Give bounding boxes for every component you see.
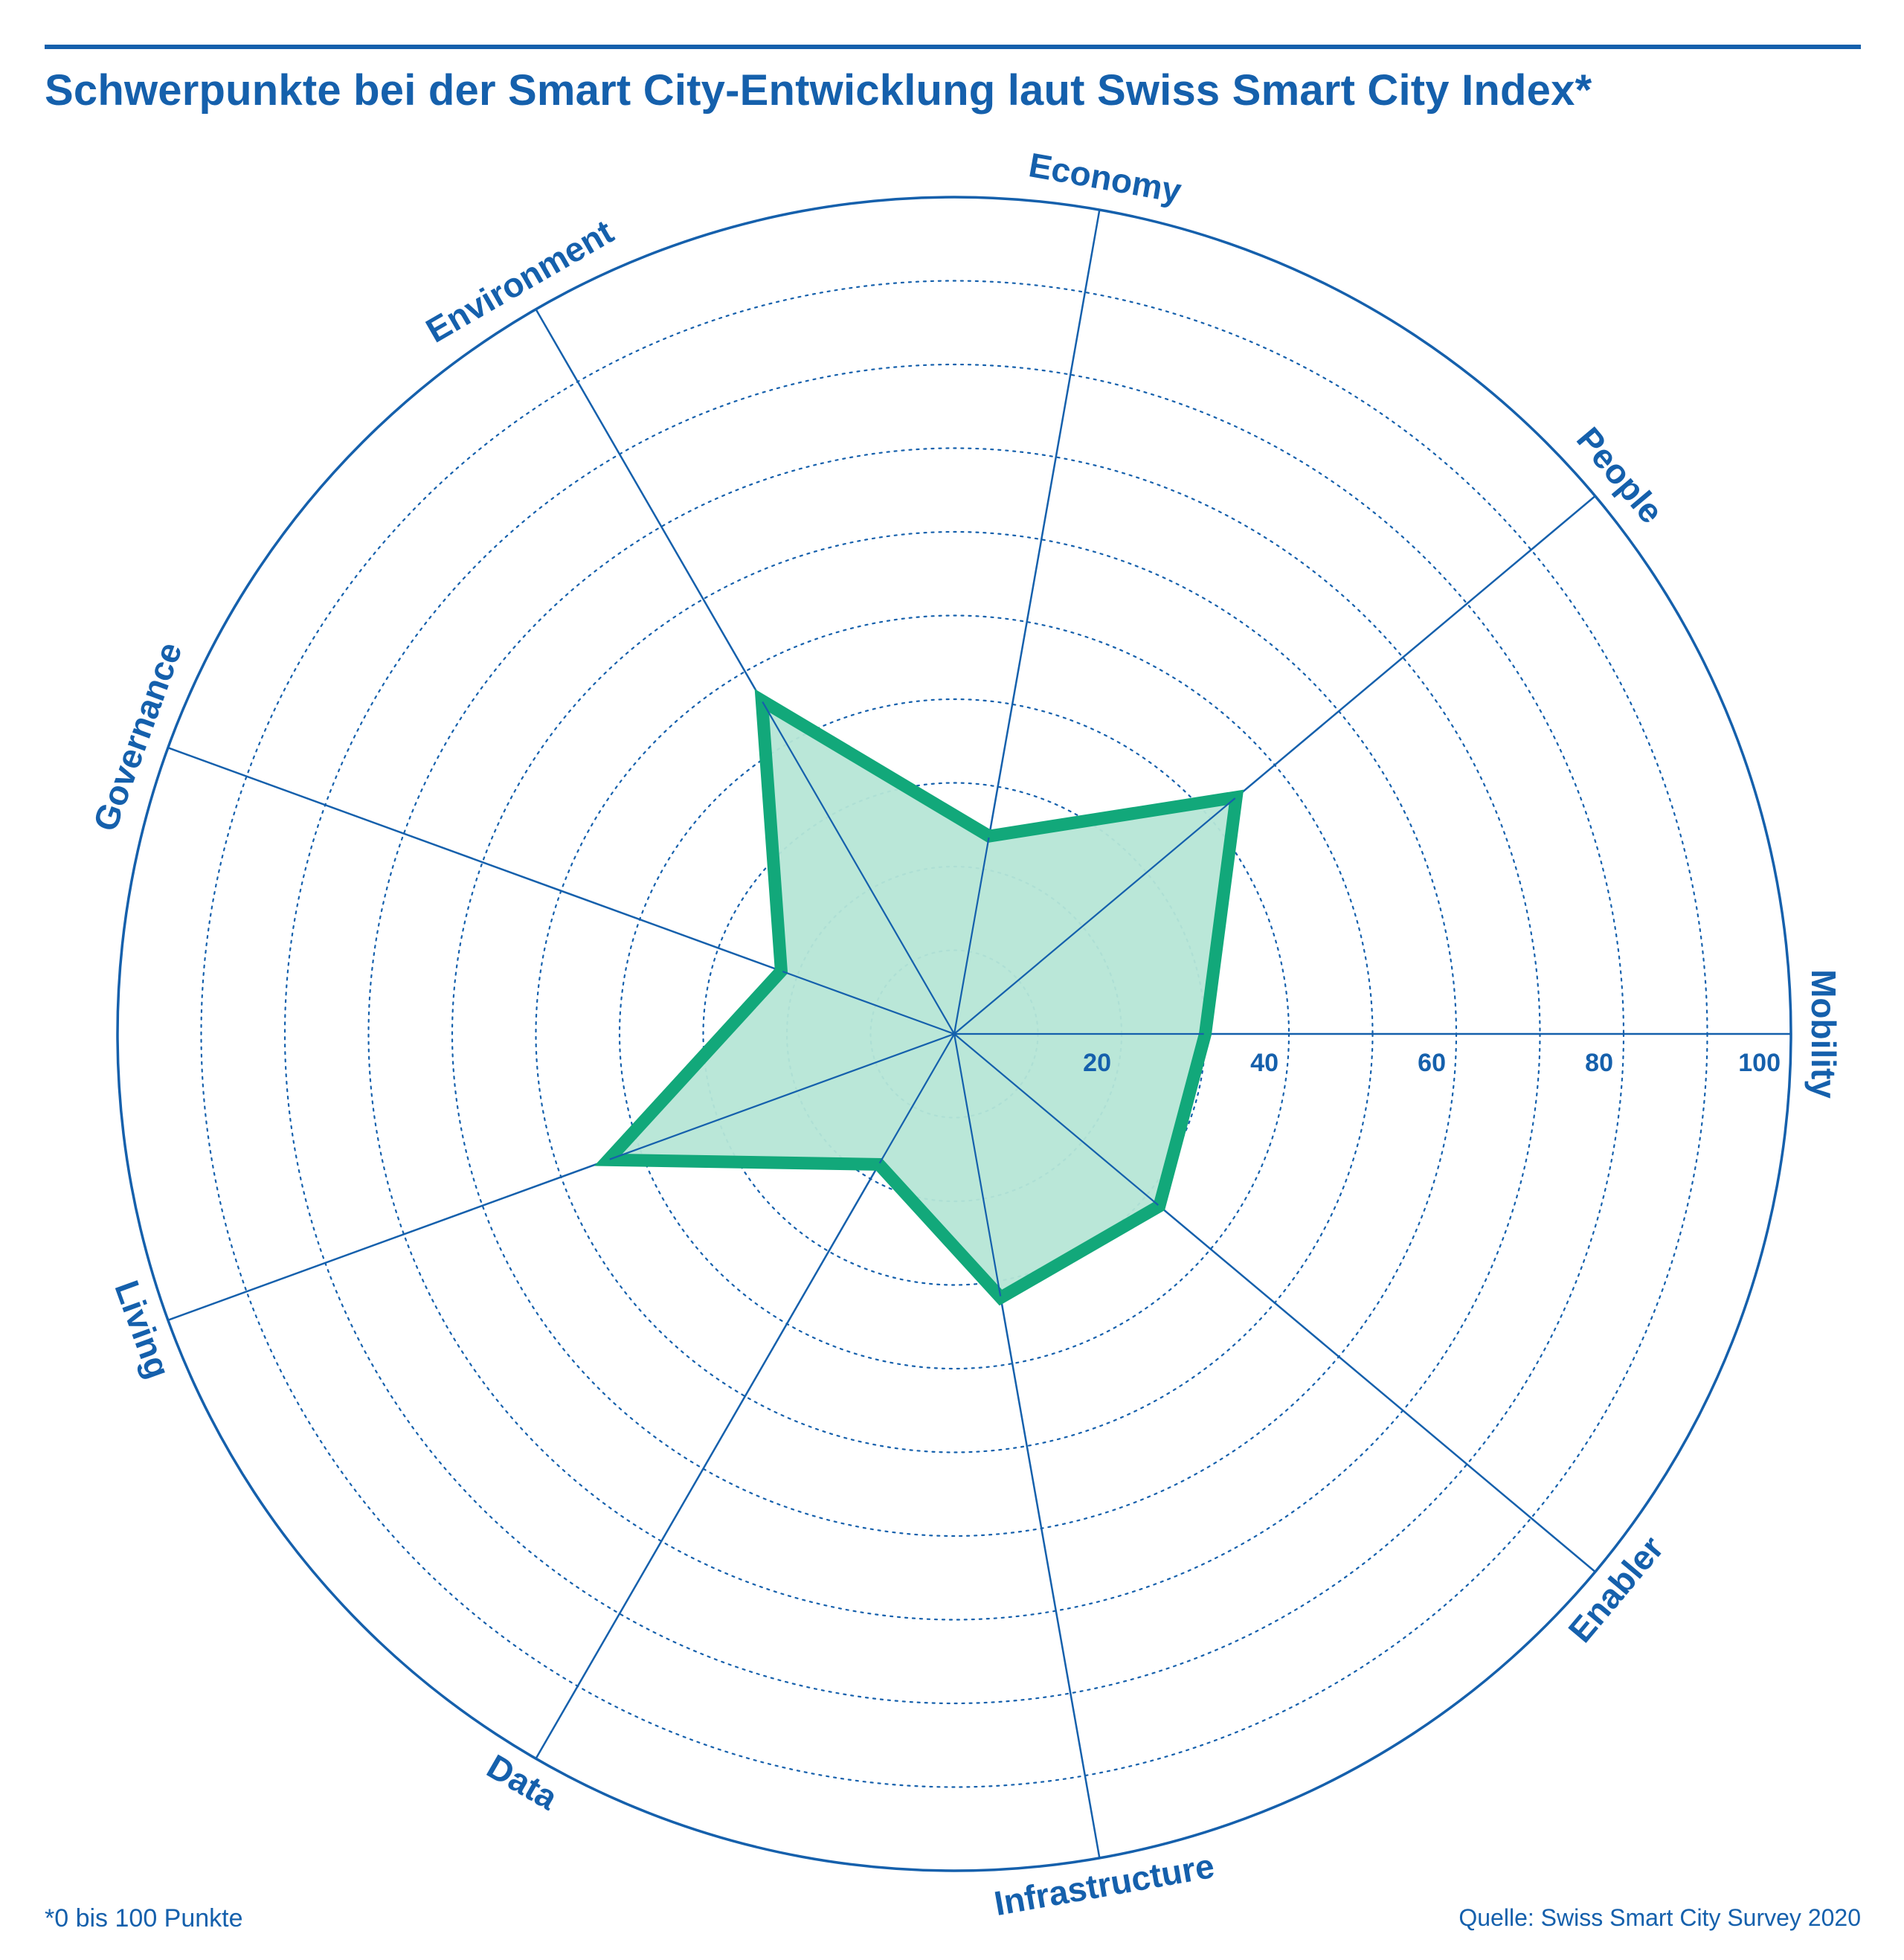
spoke-inner-economy <box>953 835 990 1035</box>
data-point-people <box>1235 795 1238 799</box>
data-point-economy <box>987 835 991 838</box>
spoke-inner-people <box>953 796 1237 1035</box>
tick-label-60: 60 <box>1418 1049 1446 1077</box>
data-point-enabler <box>1157 1204 1161 1208</box>
axis-label-economy: Economy <box>1026 145 1185 210</box>
tick-label-40: 40 <box>1250 1049 1279 1077</box>
source-note: Quelle: Swiss Smart City Survey 2020 <box>1458 1904 1861 1931</box>
tick-label-80: 80 <box>1585 1049 1613 1077</box>
data-point-environment <box>760 698 764 702</box>
tick-label-100: 100 <box>1738 1049 1781 1077</box>
data-point-data <box>877 1163 881 1166</box>
spoke-inner-living <box>608 1032 955 1161</box>
chart-title: Schwerpunkte bei der Smart City-Entwickl… <box>45 66 1592 115</box>
axis-label-mobility: Mobility <box>1804 969 1843 1099</box>
axis-label-people: People <box>1569 420 1671 530</box>
spoke-inner-enabler <box>953 1033 1160 1207</box>
data-point-infrastructure <box>999 1296 1003 1299</box>
axis-label-living: Living <box>107 1276 178 1384</box>
spoke-inner-environment <box>761 700 955 1035</box>
data-point-governance <box>779 969 783 973</box>
spoke-inner-infrastructure <box>953 1033 1002 1298</box>
axis-label-governance: Governance <box>86 637 190 836</box>
data-point-mobility <box>1203 1032 1207 1035</box>
tick-label-20: 20 <box>1083 1049 1111 1077</box>
series-layer <box>594 689 1244 1306</box>
spoke-inner-governance <box>781 970 955 1035</box>
tick-labels: 20 40 60 80 100 <box>1083 1049 1781 1077</box>
top-rule <box>45 45 1861 49</box>
footnote: *0 bis 100 Punkte <box>45 1904 243 1932</box>
axis-label-data: Data <box>480 1747 565 1817</box>
spoke-inner-data <box>878 1033 955 1165</box>
series-polygon <box>594 689 1244 1306</box>
data-point-living <box>606 1158 610 1162</box>
